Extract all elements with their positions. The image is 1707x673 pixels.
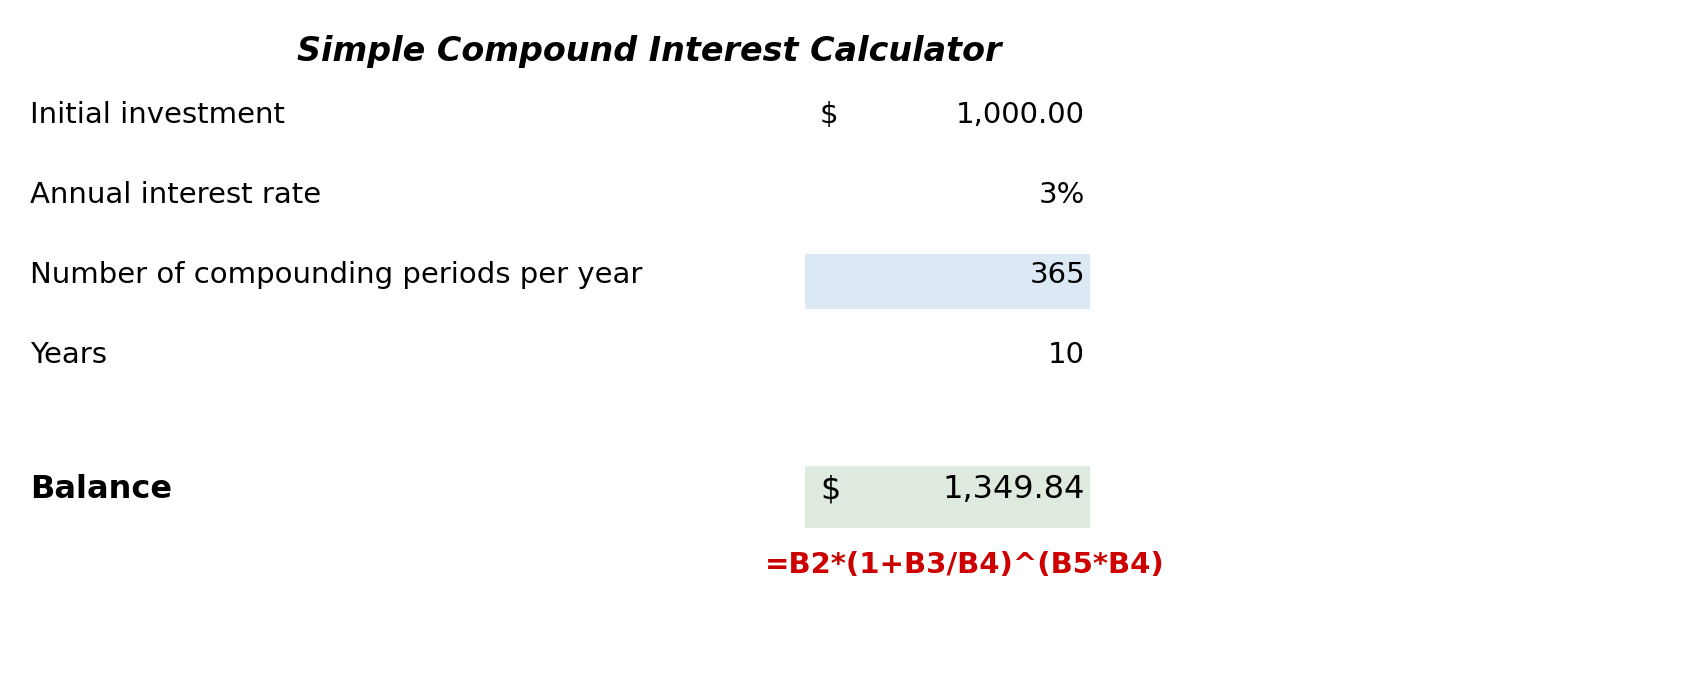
Text: 3%: 3%: [1038, 181, 1084, 209]
FancyBboxPatch shape: [804, 254, 1089, 309]
Text: 1,349.84: 1,349.84: [942, 474, 1084, 505]
Text: Years: Years: [31, 341, 108, 369]
Text: Balance: Balance: [31, 474, 172, 505]
Text: 365: 365: [1029, 261, 1084, 289]
Text: Initial investment: Initial investment: [31, 101, 285, 129]
Text: Number of compounding periods per year: Number of compounding periods per year: [31, 261, 642, 289]
Text: $: $: [819, 474, 840, 505]
Text: $: $: [819, 101, 838, 129]
Text: 1,000.00: 1,000.00: [956, 101, 1084, 129]
FancyBboxPatch shape: [804, 466, 1089, 528]
Text: Simple Compound Interest Calculator: Simple Compound Interest Calculator: [297, 35, 1000, 68]
Text: 10: 10: [1048, 341, 1084, 369]
Text: =B2*(1+B3/B4)^(B5*B4): =B2*(1+B3/B4)^(B5*B4): [765, 551, 1164, 579]
Text: Annual interest rate: Annual interest rate: [31, 181, 321, 209]
